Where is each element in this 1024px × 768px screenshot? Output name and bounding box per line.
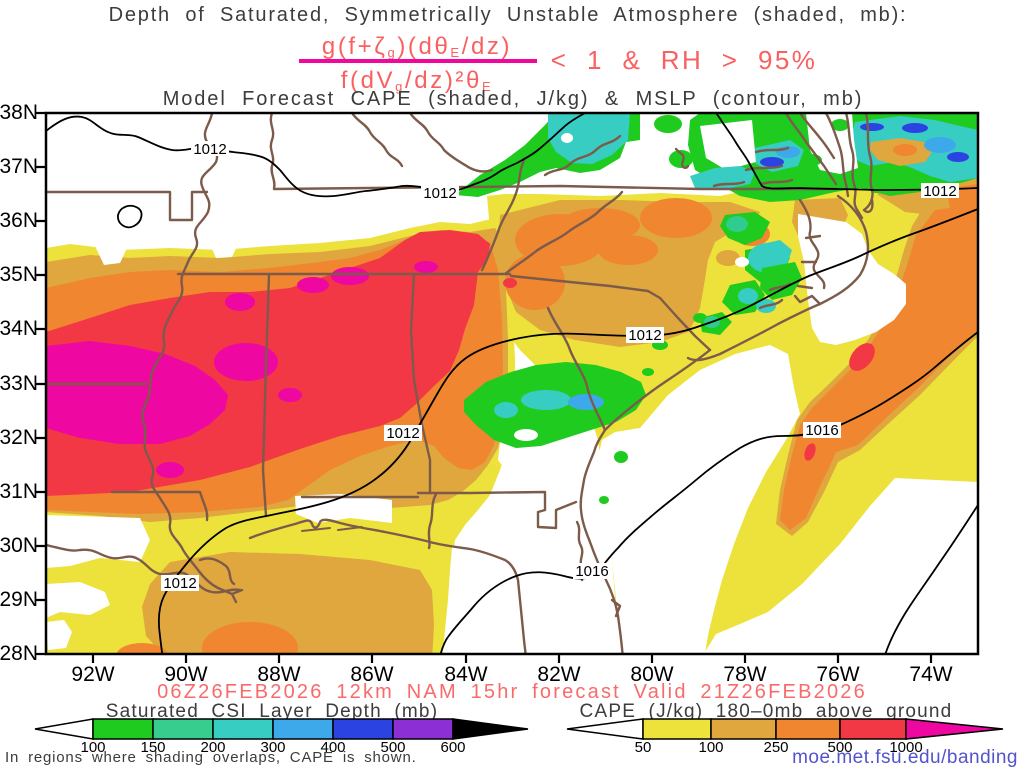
svg-text:31N: 31N	[0, 480, 38, 503]
svg-text:g(f+ζg)(dθE/dz): g(f+ζg)(dθE/dz)	[322, 33, 512, 60]
svg-text:Model Forecast CAPE (shaded, J: Model Forecast CAPE (shaded, J/kg) & MSL…	[163, 88, 864, 110]
svg-text:1012: 1012	[163, 575, 196, 592]
svg-text:78W: 78W	[723, 663, 766, 686]
svg-text:1012: 1012	[386, 425, 419, 442]
svg-text:86W: 86W	[350, 663, 393, 686]
svg-text:92W: 92W	[71, 663, 114, 686]
svg-text:06Z26FEB2026 12km NAM 15hr for: 06Z26FEB2026 12km NAM 15hr forecast Vali…	[157, 681, 867, 703]
svg-text:82W: 82W	[537, 663, 580, 686]
svg-text:74W: 74W	[909, 663, 952, 686]
svg-text:moe.met.fsu.edu/banding: moe.met.fsu.edu/banding	[792, 747, 1018, 768]
svg-text:50: 50	[635, 739, 652, 756]
svg-text:33N: 33N	[0, 372, 38, 395]
svg-text:500: 500	[380, 739, 405, 756]
svg-text:CAPE (J/kg) 180–0mb above grou: CAPE (J/kg) 180–0mb above ground	[580, 701, 953, 722]
svg-text:200: 200	[200, 739, 225, 756]
svg-text:300: 300	[260, 739, 285, 756]
svg-text:30N: 30N	[0, 534, 38, 557]
svg-text:500: 500	[827, 739, 852, 756]
svg-text:34N: 34N	[0, 317, 38, 340]
svg-text:150: 150	[140, 739, 165, 756]
svg-text:38N: 38N	[0, 101, 38, 124]
svg-text:1016: 1016	[805, 422, 838, 439]
svg-text:100: 100	[80, 739, 105, 756]
svg-text:600: 600	[440, 739, 465, 756]
svg-text:Depth of Saturated, Symmetrica: Depth of Saturated, Symmetrically Unstab…	[109, 4, 908, 26]
svg-text:28N: 28N	[0, 642, 38, 665]
svg-text:Saturated CSI Layer Depth (mb): Saturated CSI Layer Depth (mb)	[106, 701, 438, 722]
svg-text:88W: 88W	[257, 663, 300, 686]
svg-text:1016: 1016	[575, 563, 608, 580]
svg-text:1012: 1012	[628, 327, 661, 344]
svg-text:1012: 1012	[423, 185, 456, 202]
svg-text:84W: 84W	[444, 663, 487, 686]
svg-text:250: 250	[763, 739, 788, 756]
svg-text:35N: 35N	[0, 263, 38, 286]
svg-text:36N: 36N	[0, 209, 38, 232]
svg-text:90W: 90W	[164, 663, 207, 686]
svg-text:76W: 76W	[816, 663, 859, 686]
svg-text:f(dVg/dz)²θE: f(dVg/dz)²θE	[341, 67, 494, 94]
svg-text:1012: 1012	[923, 183, 956, 200]
svg-text:37N: 37N	[0, 155, 38, 178]
svg-text:80W: 80W	[630, 663, 673, 686]
svg-text:100: 100	[698, 739, 723, 756]
svg-text:32N: 32N	[0, 426, 38, 449]
svg-text:< 1 & RH > 95%: < 1 & RH > 95%	[551, 45, 817, 75]
svg-text:1000: 1000	[889, 739, 922, 756]
svg-text:1012: 1012	[193, 141, 226, 158]
svg-text:400: 400	[320, 739, 345, 756]
svg-text:29N: 29N	[0, 588, 38, 611]
svg-text:In regions where shading overl: In regions where shading overlaps, CAPE …	[5, 749, 417, 766]
